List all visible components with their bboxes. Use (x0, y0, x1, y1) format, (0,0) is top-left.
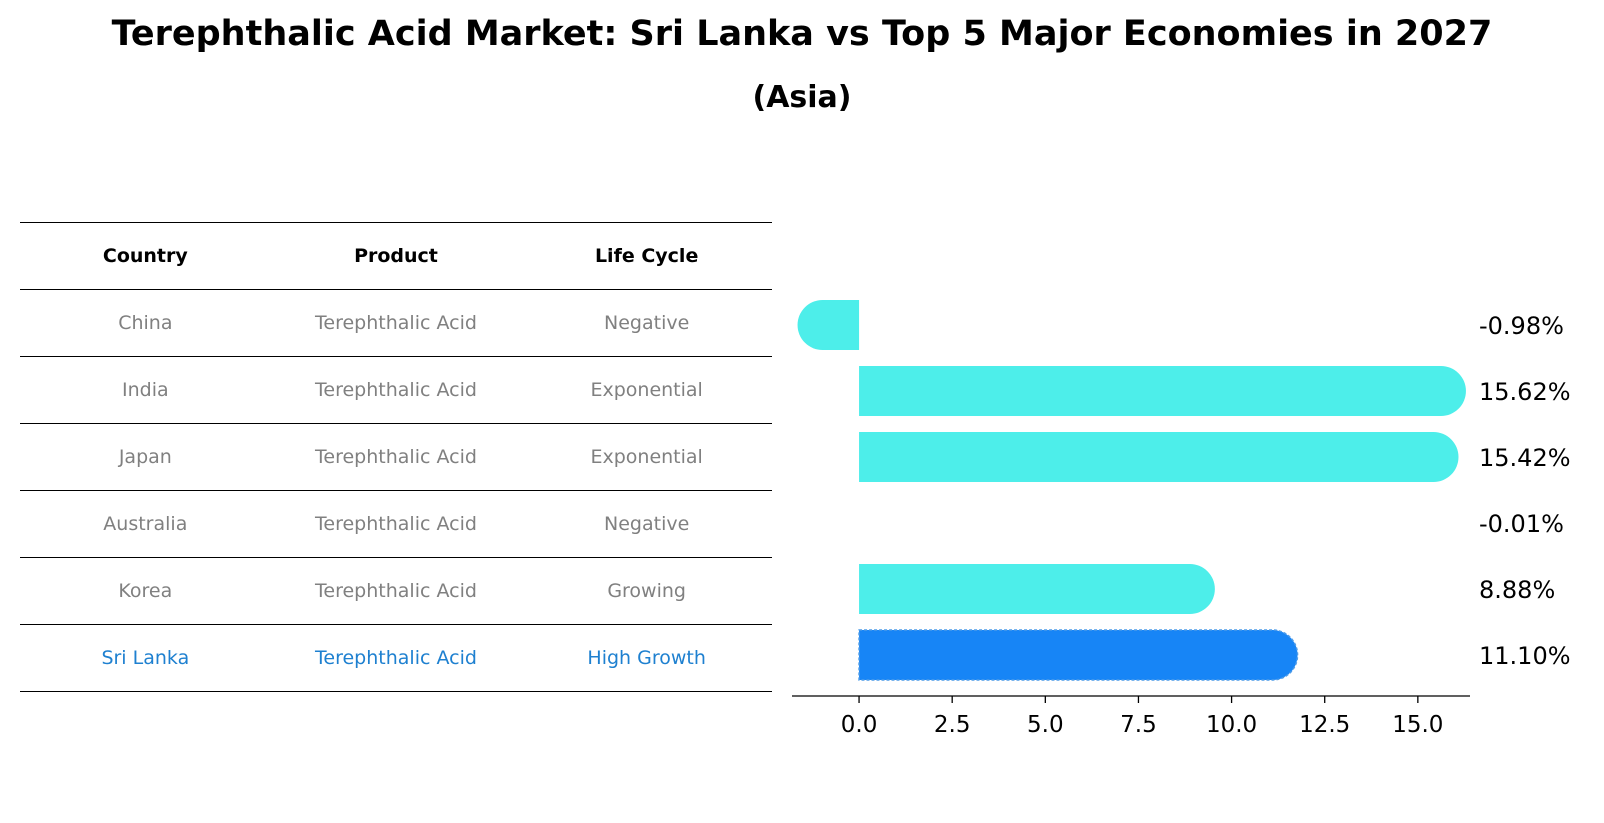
cell-life-cycle: Negative (521, 289, 772, 357)
value-label: 11.10% (1479, 642, 1571, 670)
cell-product: Terephthalic Acid (270, 557, 522, 625)
value-label: 15.62% (1479, 378, 1571, 406)
table-row: China Terephthalic Acid Negative (20, 289, 772, 357)
x-tick-label: 0.0 (841, 712, 878, 738)
cell-country: Australia (20, 490, 271, 558)
x-tick-label: 5.0 (1027, 712, 1064, 738)
cell-country: China (20, 289, 271, 357)
cell-life-cycle: Exponential (521, 356, 772, 424)
bar (859, 366, 1466, 416)
bar (797, 300, 860, 350)
chart-title: Terephthalic Acid Market: Sri Lanka vs T… (111, 14, 1493, 54)
cell-product: Terephthalic Acid (270, 624, 522, 692)
cell-life-cycle: Negative (521, 490, 772, 558)
x-tick-label: 10.0 (1206, 712, 1257, 738)
x-tick-label: 7.5 (1120, 712, 1157, 738)
bar (859, 432, 1459, 482)
value-label: -0.98% (1479, 312, 1564, 340)
x-tick-label: 2.5 (934, 712, 971, 738)
header-country: Country (20, 222, 271, 290)
cell-product: Terephthalic Acid (270, 356, 522, 424)
cell-product: Terephthalic Acid (270, 289, 522, 357)
header-product: Product (270, 222, 522, 290)
table-row: India Terephthalic Acid Exponential (20, 356, 772, 424)
bar-highlight (858, 629, 1299, 681)
bar (859, 564, 1215, 614)
value-label: -0.01% (1479, 510, 1564, 538)
table-row: Korea Terephthalic Acid Growing (20, 557, 772, 625)
x-tick-label: 15.0 (1392, 712, 1443, 738)
cell-country: Japan (20, 423, 271, 491)
cell-life-cycle: Exponential (521, 423, 772, 491)
table-row: Australia Terephthalic Acid Negative (20, 490, 772, 558)
value-label: 15.42% (1479, 444, 1571, 472)
value-label: 8.88% (1479, 576, 1555, 604)
chart-subtitle: (Asia) (752, 80, 852, 115)
cell-country: India (20, 356, 271, 424)
x-tick-label: 12.5 (1299, 712, 1350, 738)
cell-country: Sri Lanka (20, 624, 271, 692)
cell-country: Korea (20, 557, 271, 625)
table-row-highlight: Sri Lanka Terephthalic Acid High Growth (20, 624, 772, 692)
table-header-row: Country Product Life Cycle (20, 222, 772, 290)
table-row: Japan Terephthalic Acid Exponential (20, 423, 772, 491)
cell-life-cycle: Growing (521, 557, 772, 625)
cell-life-cycle: High Growth (521, 624, 772, 692)
cell-product: Terephthalic Acid (270, 423, 522, 491)
market-table: Country Product Life Cycle China Terepht… (20, 222, 772, 692)
header-life-cycle: Life Cycle (521, 222, 772, 290)
cell-product: Terephthalic Acid (270, 490, 522, 558)
